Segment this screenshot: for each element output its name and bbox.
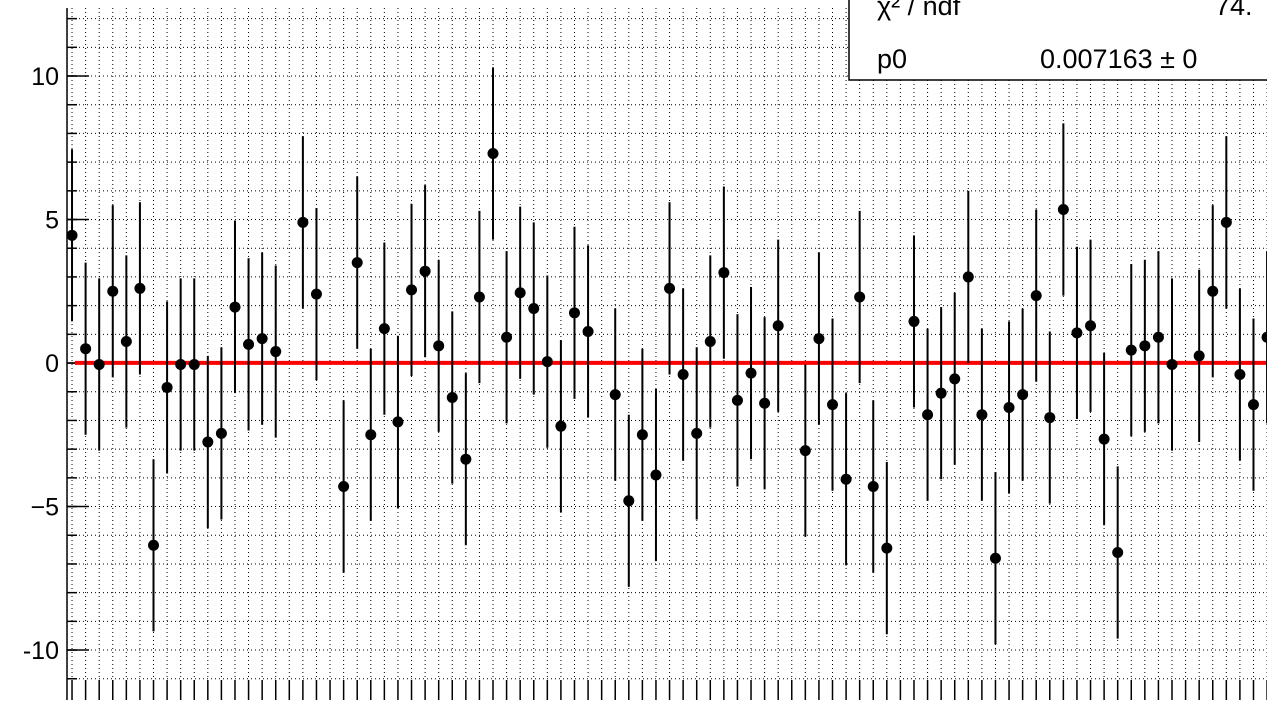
data-point bbox=[582, 325, 594, 337]
data-point bbox=[161, 381, 173, 393]
y-tick-label: -10 bbox=[23, 637, 59, 665]
data-point bbox=[1057, 203, 1069, 215]
data-point bbox=[867, 480, 879, 492]
y-tick-label: 5 bbox=[45, 207, 59, 235]
data-point bbox=[406, 284, 418, 296]
data-point bbox=[188, 358, 200, 370]
data-point bbox=[175, 358, 187, 370]
data-point bbox=[256, 333, 268, 345]
data-point bbox=[392, 416, 404, 428]
data-point bbox=[1152, 331, 1164, 343]
data-point bbox=[704, 336, 716, 348]
data-point bbox=[609, 389, 621, 401]
data-point bbox=[677, 369, 689, 381]
data-point bbox=[745, 367, 757, 379]
data-point bbox=[1044, 412, 1056, 424]
data-point bbox=[772, 320, 784, 332]
data-point bbox=[1098, 433, 1110, 445]
stats-box: χ² / ndf 74. p0 0.007163 ± 0 bbox=[848, 0, 1267, 81]
data-point bbox=[555, 420, 567, 432]
data-point bbox=[541, 356, 553, 368]
data-point bbox=[1139, 340, 1151, 352]
data-point bbox=[731, 394, 743, 406]
data-point bbox=[473, 291, 485, 303]
data-point bbox=[134, 282, 146, 294]
data-point bbox=[297, 216, 309, 228]
data-point bbox=[446, 391, 458, 403]
data-point bbox=[1112, 546, 1124, 558]
data-point bbox=[949, 373, 961, 385]
data-point bbox=[433, 340, 445, 352]
data-point bbox=[568, 307, 580, 319]
data-point bbox=[922, 409, 934, 421]
data-point bbox=[1003, 402, 1015, 414]
data-point bbox=[310, 288, 322, 300]
data-point bbox=[202, 436, 214, 448]
stats-label: p0 bbox=[877, 44, 907, 74]
data-point bbox=[908, 315, 920, 327]
data-point bbox=[80, 343, 92, 355]
data-point bbox=[1207, 285, 1219, 297]
data-point bbox=[623, 495, 635, 507]
data-point bbox=[229, 301, 241, 313]
data-point bbox=[351, 257, 363, 269]
data-point bbox=[66, 229, 78, 241]
data-point bbox=[718, 267, 730, 279]
data-point bbox=[338, 480, 350, 492]
data-point bbox=[840, 473, 852, 485]
data-point bbox=[460, 453, 472, 465]
data-point bbox=[636, 429, 648, 441]
data-point bbox=[1234, 369, 1246, 381]
data-point bbox=[881, 542, 893, 554]
data-point bbox=[989, 552, 1001, 564]
y-tick-label: 0 bbox=[45, 350, 59, 378]
data-point bbox=[514, 287, 526, 299]
y-tick-label: −5 bbox=[30, 494, 59, 522]
data-point bbox=[1247, 399, 1259, 411]
data-point bbox=[691, 427, 703, 439]
data-point bbox=[528, 303, 540, 315]
data-point bbox=[1220, 216, 1232, 228]
data-point bbox=[799, 445, 811, 457]
data-point bbox=[827, 399, 839, 411]
data-point bbox=[93, 358, 105, 370]
data-point bbox=[243, 338, 255, 350]
data-point bbox=[107, 285, 119, 297]
stats-value: 74. bbox=[1215, 0, 1253, 21]
data-point bbox=[962, 271, 974, 283]
data-point bbox=[1193, 350, 1205, 362]
data-point bbox=[935, 387, 947, 399]
data-point bbox=[120, 336, 132, 348]
data-point bbox=[1125, 344, 1137, 356]
stats-frame bbox=[848, 0, 1267, 81]
data-point bbox=[1017, 389, 1029, 401]
data-point bbox=[419, 265, 431, 277]
data-point bbox=[1261, 331, 1267, 343]
data-point bbox=[148, 539, 160, 551]
data-point bbox=[487, 148, 499, 160]
data-point bbox=[854, 291, 866, 303]
data-point bbox=[378, 323, 390, 335]
data-point bbox=[813, 333, 825, 345]
stats-value: 0.007163 ± 0 bbox=[1040, 44, 1197, 74]
data-point bbox=[759, 397, 771, 409]
y-tick-label: 10 bbox=[31, 63, 59, 91]
data-point bbox=[270, 346, 282, 358]
data-point bbox=[215, 427, 227, 439]
data-point bbox=[1166, 358, 1178, 370]
data-point bbox=[1030, 290, 1042, 302]
data-point bbox=[650, 469, 662, 481]
data-point bbox=[1071, 327, 1083, 339]
stats-label: χ² / ndf bbox=[877, 0, 961, 21]
data-point bbox=[664, 282, 676, 294]
data-point bbox=[501, 331, 513, 343]
data-point bbox=[1085, 320, 1097, 332]
data-point bbox=[365, 429, 377, 441]
data-point bbox=[976, 409, 988, 421]
